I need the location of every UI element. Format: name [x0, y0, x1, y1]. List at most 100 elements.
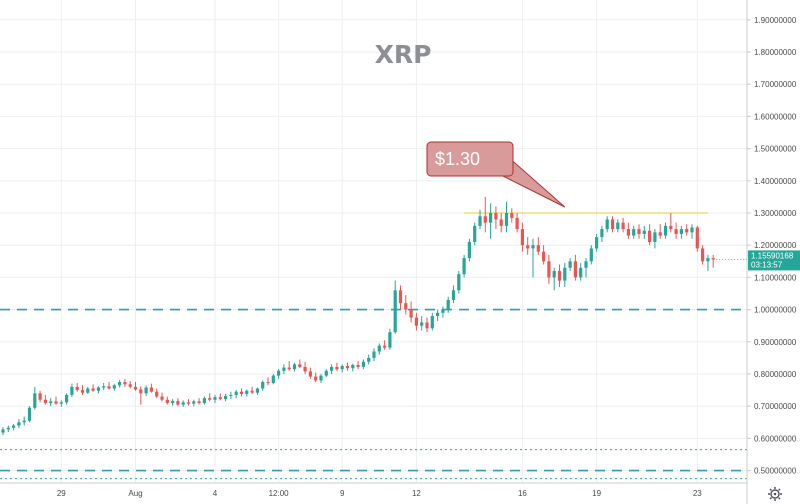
price-callout: $1.30: [426, 141, 566, 208]
candle-body: [446, 299, 450, 310]
candle-body: [70, 386, 74, 395]
candle-body: [107, 386, 111, 389]
candle-body: [420, 322, 424, 326]
candle-body: [330, 366, 334, 371]
candle-body: [314, 376, 318, 381]
candle-body: [86, 388, 90, 393]
x-tick-label: 16: [518, 489, 527, 498]
y-tick-label: 1.00000000: [754, 306, 797, 315]
candle-body: [308, 371, 312, 377]
candle-body: [361, 361, 365, 367]
candle-body: [510, 213, 514, 218]
candle-body: [91, 388, 95, 391]
settings-gear-icon[interactable]: [768, 487, 782, 501]
candle-body: [1, 429, 5, 433]
candle-body: [165, 399, 169, 403]
chart-title: XRP: [375, 40, 432, 69]
candle-body: [436, 312, 440, 317]
candle-body: [685, 229, 689, 233]
candle-body: [706, 258, 710, 262]
candle-body: [589, 248, 593, 262]
candle-body: [568, 261, 572, 268]
candles: [1, 196, 715, 436]
candle-body: [552, 270, 556, 278]
candle-body: [467, 241, 471, 259]
current-price-value: 1.15590168: [751, 251, 794, 260]
candle-body: [526, 245, 530, 249]
x-tick-label: 29: [57, 489, 66, 498]
y-tick-label: 1.30000000: [754, 209, 797, 218]
candle-body: [96, 387, 100, 391]
candle-body: [663, 225, 668, 236]
candle-body: [669, 225, 673, 230]
y-tick-label: 0.50000000: [754, 467, 797, 476]
candle-body: [648, 230, 652, 242]
candle-body: [133, 386, 138, 390]
candle-body: [112, 385, 116, 389]
candle-body: [377, 345, 381, 352]
candle-body: [266, 382, 270, 384]
candle-body: [155, 391, 159, 397]
candle-body: [409, 309, 413, 318]
candle-body: [430, 316, 434, 329]
candle-body: [441, 309, 445, 313]
candle-body: [679, 229, 683, 234]
candle-body: [128, 384, 132, 387]
candle-body: [610, 219, 615, 230]
candle-body: [653, 232, 657, 242]
candle-body: [520, 229, 524, 246]
candle-body: [213, 397, 217, 400]
candle-body: [33, 393, 37, 408]
y-tick-label: 1.60000000: [754, 112, 797, 121]
candle-body: [483, 216, 487, 223]
candle-body: [160, 396, 164, 400]
candle-body: [547, 261, 551, 278]
candle-body: [356, 364, 360, 367]
candle-body: [186, 402, 191, 404]
x-tick-label: 23: [693, 489, 702, 498]
candle-body: [181, 402, 185, 405]
candle-body: [255, 388, 259, 393]
candle-body: [38, 393, 42, 400]
candle-body: [229, 394, 233, 396]
candle-body: [340, 365, 344, 370]
candle-body: [563, 267, 567, 281]
candle-body: [536, 245, 540, 252]
current-price-box: [748, 250, 800, 271]
candle-body: [261, 382, 265, 389]
callout-label: $1.30: [435, 149, 480, 169]
candle-body: [579, 267, 583, 278]
candle-body: [494, 213, 498, 220]
y-tick-label: 1.50000000: [754, 145, 797, 154]
candle-body: [383, 345, 387, 348]
candle-body: [695, 227, 699, 249]
y-tick-label: 1.80000000: [754, 48, 797, 57]
candle-body: [144, 387, 148, 394]
candle-body: [345, 365, 350, 369]
candle-body: [642, 230, 646, 234]
candle-body: [287, 367, 291, 370]
candle-body: [478, 216, 482, 226]
candle-body: [398, 290, 403, 304]
y-tick-label: 0.90000000: [754, 338, 797, 347]
candle-body: [690, 227, 694, 233]
x-tick-label: 9: [340, 489, 345, 498]
x-tick-label: 12: [412, 489, 421, 498]
candle-body: [102, 386, 106, 388]
candle-body: [118, 382, 122, 386]
candle-body: [218, 397, 222, 400]
candle-body: [171, 401, 175, 403]
y-tick-label: 0.80000000: [754, 370, 797, 379]
candle-body: [573, 261, 577, 278]
candle-body: [282, 367, 286, 371]
candle-body: [451, 290, 456, 300]
callout-box: [426, 141, 514, 177]
candle-body: [557, 270, 562, 281]
candle-body: [324, 370, 328, 376]
candle-body: [197, 401, 201, 403]
candle-body: [711, 258, 715, 260]
y-tick-label: 1.20000000: [754, 241, 797, 250]
candle-body: [49, 401, 53, 403]
candle-body: [637, 229, 641, 234]
